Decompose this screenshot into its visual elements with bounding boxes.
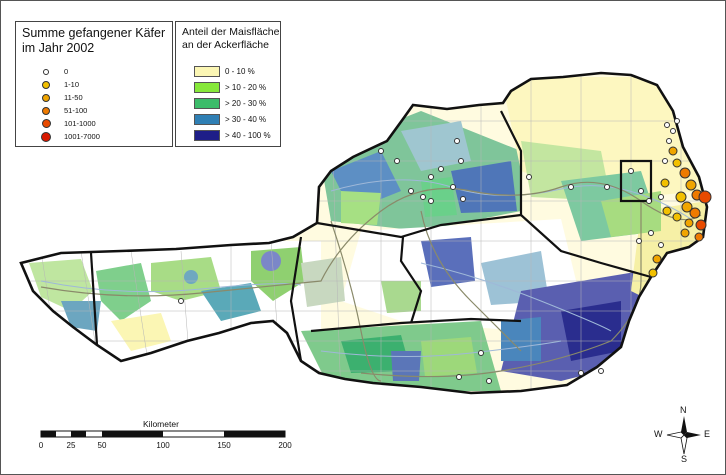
legend-beetle-title-line2: im Jahr 2002 (22, 41, 95, 55)
legend-swatch (194, 114, 220, 125)
legend-beetle-label: 11-50 (64, 93, 83, 102)
legend-beetle-label: 101-1000 (64, 119, 96, 128)
legend-beetle-label: 0 (64, 67, 69, 76)
compass-rose-icon (666, 416, 701, 455)
legend-beetle-item: 1-10 (42, 79, 172, 91)
legend-maize-label: > 20 - 30 % (225, 99, 267, 108)
legend-maize-item: 0 - 10 % (194, 66, 280, 79)
legend-maize-item: > 20 - 30 % (194, 98, 280, 111)
scale-bar-graphic (40, 430, 286, 438)
maize-share-regions (21, 77, 707, 391)
legend-beetle-label: 51-100 (64, 106, 88, 115)
legend-maize-title-line2: an der Ackerfläche (182, 39, 269, 51)
zero-catch-marker-icon (43, 69, 49, 75)
north-arrow: N S W E (653, 405, 715, 464)
scale-bar-title: Kilometer (143, 419, 179, 429)
legend-beetle-item: 51-100 (42, 105, 172, 117)
legend-maize-item: > 30 - 40 % (194, 114, 280, 127)
legend-beetle-item: 0 (43, 66, 172, 78)
legend-maize-item: > 10 - 20 % (194, 82, 280, 95)
scale-bar-tick: 200 (278, 441, 292, 450)
catch-marker-icon (42, 107, 50, 115)
legend-swatch (194, 66, 220, 77)
legend-maize-label: > 10 - 20 % (225, 83, 267, 92)
legend-maize-share: Anteil der Maisfläche an der Ackerfläche… (175, 21, 281, 147)
legend-swatch (194, 82, 220, 93)
legend-beetle-item: 1001-7000 (41, 131, 172, 143)
catch-marker-icon (42, 119, 51, 128)
compass-west: W (654, 429, 663, 439)
legend-beetle-catches: Summe gefangener Käfer im Jahr 2002 0 1-… (15, 21, 173, 147)
scale-bar-tick: 25 (66, 441, 76, 450)
catch-marker-icon (42, 81, 50, 89)
legend-maize-title-line1: Anteil der Maisfläche (182, 26, 280, 38)
scale-bar-tick: 0 (38, 441, 44, 450)
legend-maize-item: > 40 - 100 % (194, 130, 280, 143)
catch-marker-icon (42, 94, 50, 102)
legend-maize-title: Anteil der Maisfläche an der Ackerfläche (176, 22, 280, 52)
legend-maize-label: > 40 - 100 % (225, 131, 271, 140)
compass-south: S (681, 454, 688, 464)
legend-swatch (194, 98, 220, 109)
scale-bar-tick: 50 (97, 441, 107, 450)
legend-maize-label: 0 - 10 % (225, 67, 255, 76)
compass-north: N (680, 405, 687, 415)
legend-beetle-item: 11-50 (42, 92, 172, 104)
trap-points-zero (178, 118, 680, 384)
catch-marker-icon (41, 132, 51, 142)
scale-bar-tick: 100 (156, 441, 170, 450)
scale-bar: Kilometer 0 25 50 100 150 200 (38, 417, 292, 451)
legend-swatch (194, 130, 220, 141)
compass-east: E (704, 429, 711, 439)
legend-maize-label: > 30 - 40 % (225, 115, 267, 124)
trap-points-catch (648, 146, 712, 278)
scale-bar-tick: 150 (217, 441, 231, 450)
legend-beetle-title: Summe gefangener Käfer im Jahr 2002 (16, 22, 172, 56)
legend-beetle-label: 1-10 (64, 80, 80, 89)
legend-beetle-item: 101-1000 (42, 118, 172, 130)
legend-beetle-label: 1001-7000 (64, 132, 100, 141)
legend-beetle-title-line1: Summe gefangener Käfer (22, 26, 166, 40)
